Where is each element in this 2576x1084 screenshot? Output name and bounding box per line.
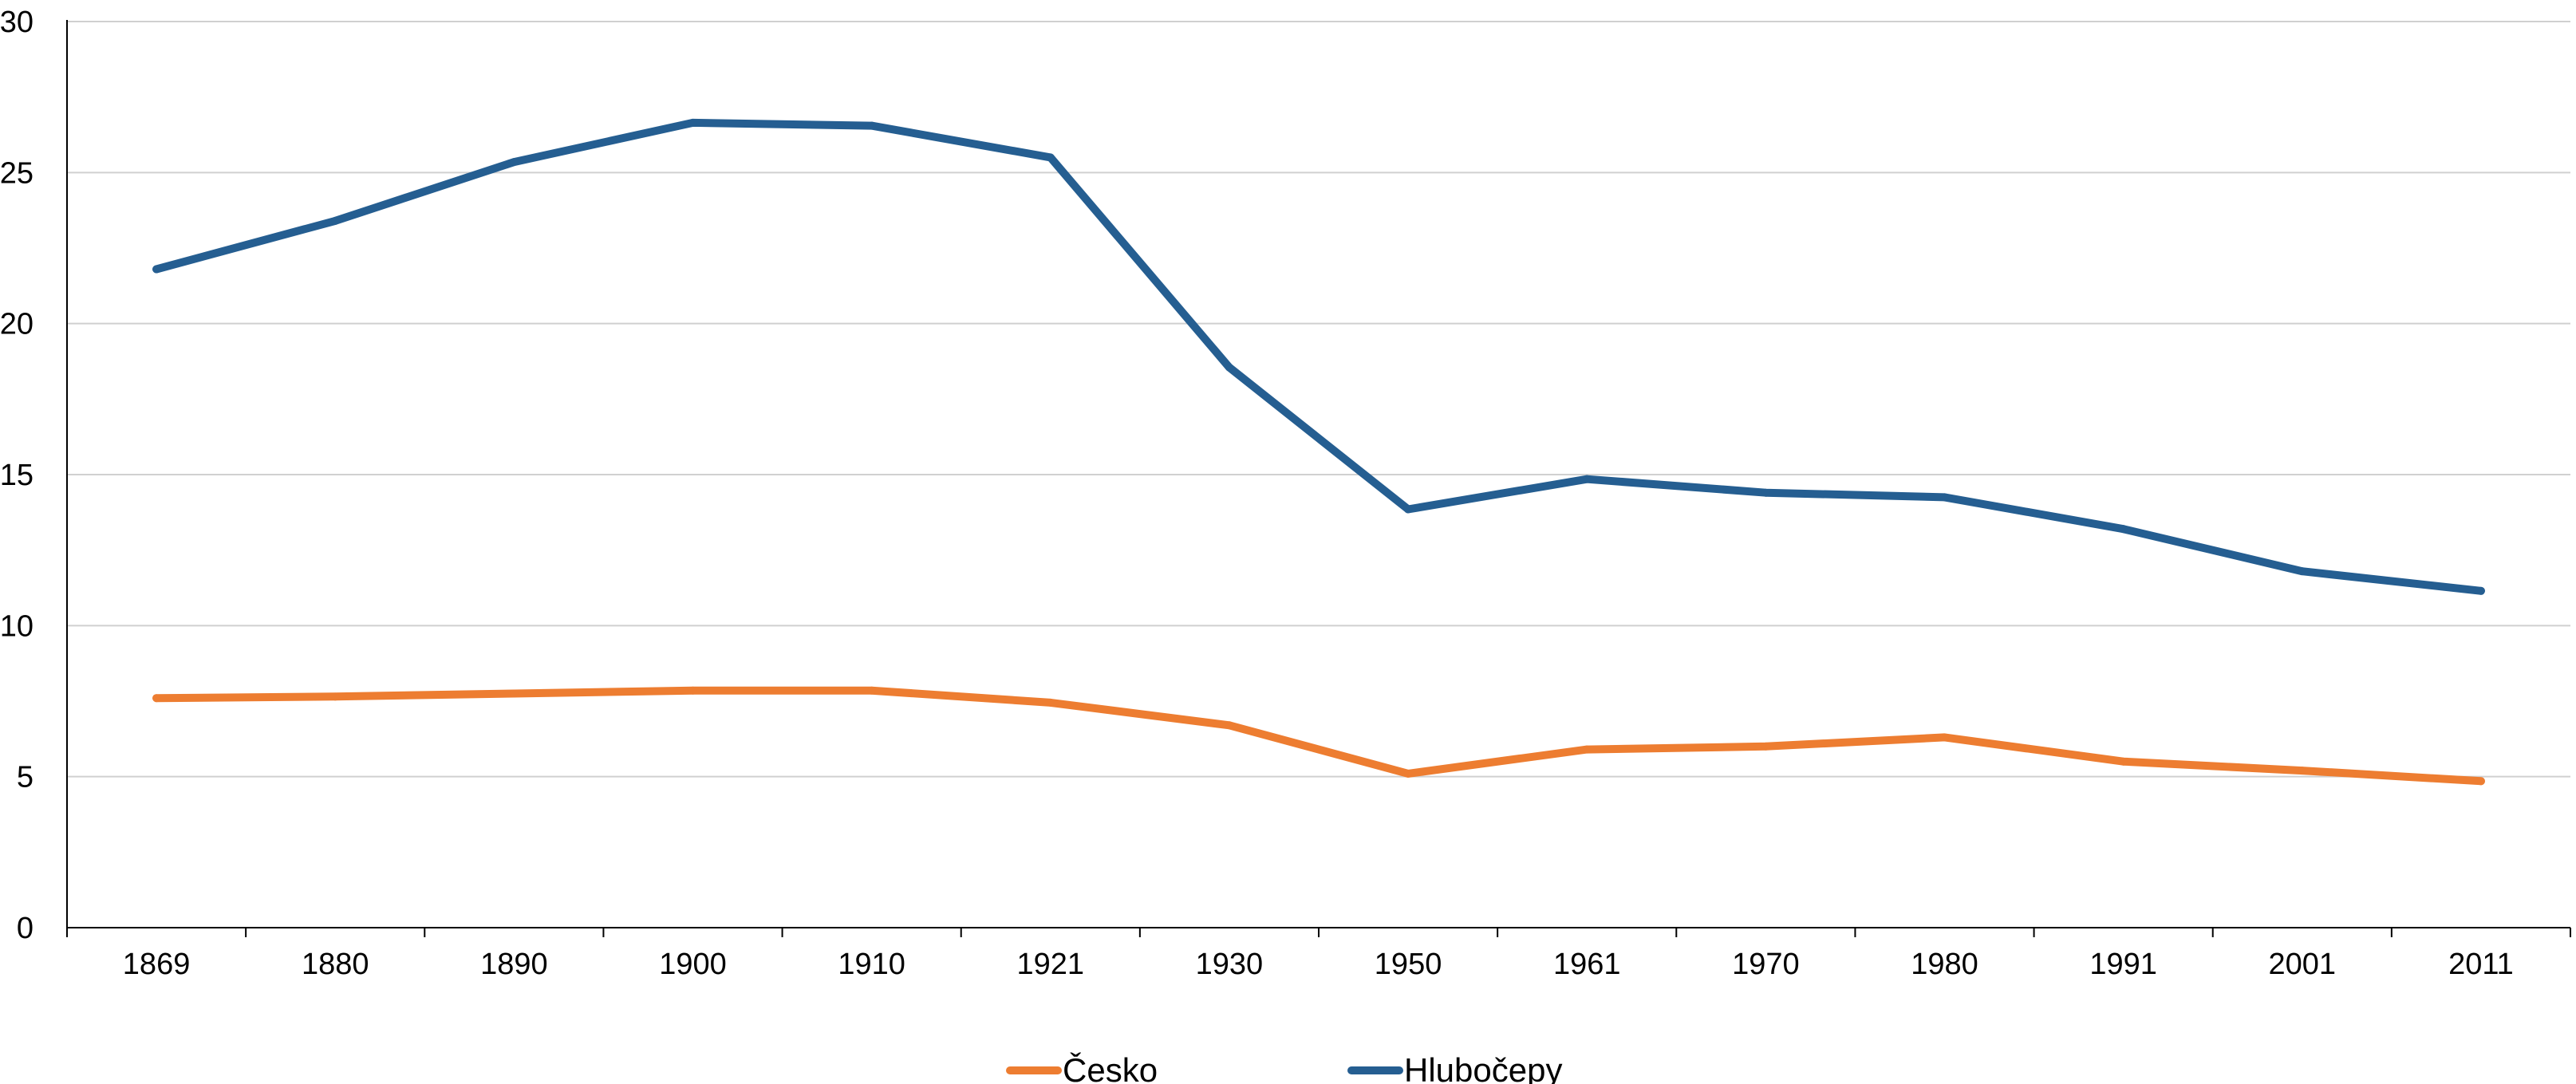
data-point xyxy=(2298,567,2306,576)
data-point xyxy=(152,694,161,703)
data-point xyxy=(1404,505,1413,514)
y-tick-label: 10 xyxy=(0,609,34,643)
data-point xyxy=(2476,586,2485,595)
data-point xyxy=(1046,153,1055,162)
y-tick-label: 25 xyxy=(0,156,34,190)
y-tick-label: 20 xyxy=(0,308,34,341)
data-point xyxy=(2119,757,2128,766)
gridlines xyxy=(67,21,2570,778)
x-tick-label: 1991 xyxy=(2089,948,2157,981)
data-point xyxy=(510,689,519,698)
data-point xyxy=(2476,777,2485,786)
y-tick-label: 30 xyxy=(0,6,34,39)
data-point xyxy=(688,686,697,695)
x-tick-label: 1869 xyxy=(123,948,191,981)
legend-label: Česko xyxy=(1063,1051,1158,1084)
x-tick-label: 2001 xyxy=(2269,948,2337,981)
data-point xyxy=(867,121,876,130)
x-tick-label: 1961 xyxy=(1553,948,1621,981)
data-point xyxy=(1761,488,1770,497)
data-point xyxy=(2119,525,2128,534)
legend-label: Hlubočepy xyxy=(1404,1051,1562,1084)
data-point xyxy=(1583,475,1592,483)
y-tick-label: 0 xyxy=(17,912,34,945)
x-tick-label: 1900 xyxy=(659,948,727,981)
y-tick-label: 15 xyxy=(0,459,34,492)
series-line-česko xyxy=(152,686,2485,786)
x-tick-label: 1910 xyxy=(838,948,905,981)
y-tick-label: 5 xyxy=(17,761,34,794)
data-point xyxy=(1225,363,1233,372)
data-point xyxy=(1761,742,1770,751)
series-lines xyxy=(152,118,2485,786)
x-tick-label: 1980 xyxy=(1911,948,1978,981)
data-point xyxy=(1404,769,1413,778)
axes xyxy=(66,20,2571,937)
data-point xyxy=(867,686,876,695)
x-tick-label: 1890 xyxy=(480,948,548,981)
data-point xyxy=(1225,721,1233,730)
x-tick-label: 1950 xyxy=(1375,948,1442,981)
x-tick-label: 1880 xyxy=(302,948,369,981)
x-tick-label: 1921 xyxy=(1017,948,1085,981)
data-point xyxy=(331,692,340,701)
data-point xyxy=(1583,745,1592,754)
legend: Česko Hlubočepy xyxy=(1006,1051,1562,1084)
data-point xyxy=(152,265,161,274)
x-axis-ticks: 1869 1880 1890 1900 1910 1921 1930 1950 1961 1970… xyxy=(123,948,2514,981)
data-point xyxy=(688,118,697,127)
x-tick-label: 2011 xyxy=(2448,948,2514,981)
y-axis-ticks: 0 5 10 15 20 25 30 xyxy=(0,6,34,945)
data-point xyxy=(331,216,340,225)
data-point xyxy=(1046,698,1055,707)
series-line-hlubočepy xyxy=(152,118,2485,595)
x-tick-label: 1970 xyxy=(1732,948,1800,981)
data-point xyxy=(1940,733,1949,742)
data-point xyxy=(2298,767,2306,775)
data-point xyxy=(1940,493,1949,502)
data-point xyxy=(510,158,519,167)
x-tick-label: 1930 xyxy=(1196,948,1264,981)
